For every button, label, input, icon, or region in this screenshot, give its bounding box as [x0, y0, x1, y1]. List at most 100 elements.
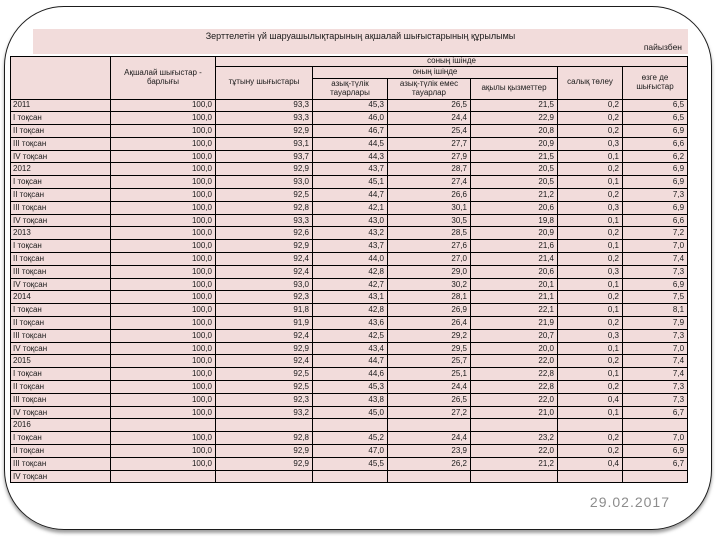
slide-date: 29.02.2017: [589, 494, 670, 510]
value-cell: [557, 469, 623, 484]
value-cell: 43,0: [312, 213, 388, 228]
value-cell: 100,0: [110, 124, 216, 138]
value-cell: 44,7: [312, 354, 388, 369]
value-cell: 92,4: [215, 354, 313, 369]
value-cell: 46,0: [312, 111, 388, 126]
value-cell: 20,9: [470, 226, 558, 241]
value-cell: [215, 469, 313, 484]
value-cell: 92,9: [215, 444, 313, 458]
value-cell: 20,6: [470, 264, 558, 279]
value-cell: 7,2: [621, 226, 689, 241]
value-cell: 43,1: [312, 290, 388, 305]
value-cell: 43,6: [312, 316, 388, 330]
value-cell: 26,2: [387, 456, 471, 471]
value-cell: 92,4: [215, 252, 313, 266]
value-cell: 8,1: [621, 303, 689, 318]
value-cell: 92,9: [215, 124, 313, 138]
year-row: 2016: [10, 418, 689, 433]
quarter-row: III тоқсан 100,0 92,9 45,5 26,2 21,2 0,4 6,7: [10, 456, 689, 471]
row-label: 2015: [10, 354, 111, 369]
value-cell: 43,7: [312, 162, 388, 177]
value-cell: 23,2: [470, 431, 558, 446]
value-cell: 100,0: [110, 341, 216, 356]
quarter-row: II тоқсан 100,0 92,9 47,0 23,9 22,0 0,2 6,9: [10, 444, 689, 458]
value-cell: 20,8: [470, 124, 558, 138]
value-cell: 100,0: [110, 226, 216, 241]
year-row: 2015 100,0 92,4 44,7 25,7 22,0 0,2 7,4: [10, 354, 689, 369]
value-cell: 21,9: [470, 316, 558, 330]
value-cell: 45,3: [312, 380, 388, 394]
value-cell: [110, 469, 216, 484]
value-cell: 21,4: [470, 252, 558, 266]
value-cell: [110, 418, 216, 433]
year-row: 2014 100,0 92,3 43,1 28,1 21,1 0,2 7,5: [10, 290, 689, 305]
value-cell: 92,3: [215, 290, 313, 305]
value-cell: 7,4: [621, 252, 689, 266]
value-cell: 91,8: [215, 303, 313, 318]
value-cell: 24,4: [387, 380, 471, 394]
corner-cell: [10, 56, 111, 100]
value-cell: 27,6: [387, 239, 471, 254]
value-cell: 100,0: [110, 149, 216, 164]
value-cell: 7,9: [621, 316, 689, 330]
value-cell: 92,9: [215, 456, 313, 471]
quarter-row: I тоқсан 100,0 92,5 44,6 25,1 22,8 0,1 7,4: [10, 367, 689, 382]
value-cell: [470, 418, 558, 433]
value-cell: 100,0: [110, 444, 216, 458]
row-label: III тоқсан: [10, 136, 111, 151]
page-title: Зерттелетін үй шаруашылықтарының ақшалай…: [205, 31, 516, 41]
value-cell: 0,1: [557, 405, 623, 420]
row-label: III тоқсан: [10, 200, 111, 215]
value-cell: 44,6: [312, 367, 388, 382]
quarter-row: IV тоқсан 100,0 93,3 43,0 30,5 19,8 0,1 6,6: [10, 213, 689, 228]
value-cell: 100,0: [110, 175, 216, 190]
value-cell: 100,0: [110, 213, 216, 228]
table-header: Ақшалай шығыстар - барлығы соның ішінде …: [10, 56, 689, 100]
value-cell: 30,5: [387, 213, 471, 228]
value-cell: 21,6: [470, 239, 558, 254]
value-cell: 44,5: [312, 136, 388, 151]
value-cell: 45,2: [312, 431, 388, 446]
quarter-row: IV тоқсан 100,0 92,9 43,4 29,5 20,0 0,1 7,0: [10, 341, 689, 356]
value-cell: 7,4: [621, 367, 689, 382]
year-row: 2012 100,0 92,9 43,7 28,7 20,5 0,2 6,9: [10, 162, 689, 177]
value-cell: 21,1: [470, 290, 558, 305]
row-label: I тоқсан: [10, 431, 111, 446]
slide-rounded-frame: [4, 6, 712, 530]
row-label: IV тоқсан: [10, 469, 111, 484]
value-cell: 100,0: [110, 456, 216, 471]
quarter-row: I тоқсан 100,0 93,0 45,1 27,4 20,5 0,1 6,9: [10, 175, 689, 190]
value-cell: 21,2: [470, 188, 558, 202]
value-cell: 100,0: [110, 405, 216, 420]
value-cell: 6,5: [621, 111, 689, 126]
value-cell: 93,2: [215, 405, 313, 420]
quarter-row: III тоқсан 100,0 92,4 42,8 29,0 20,6 0,3 7,3: [10, 264, 689, 279]
value-cell: 6,9: [621, 444, 689, 458]
value-cell: 100,0: [110, 264, 216, 279]
value-cell: 21,0: [470, 405, 558, 420]
row-label: III тоқсан: [10, 456, 111, 471]
value-cell: 42,8: [312, 303, 388, 318]
row-label: IV тоқсан: [10, 341, 111, 356]
row-label: IV тоқсан: [10, 405, 111, 420]
value-cell: 100,0: [110, 200, 216, 215]
row-label: IV тоқсан: [10, 149, 111, 164]
value-cell: [621, 418, 689, 433]
value-cell: 92,6: [215, 226, 313, 241]
value-cell: 6,5: [621, 98, 689, 113]
table-body: 2011 100,0 93,3 45,3 26,5 21,5 0,2 6,5 I тоқсан 1…: [10, 98, 689, 484]
value-cell: 22,0: [470, 444, 558, 458]
value-cell: 0,2: [557, 290, 623, 305]
title-block: Зерттелетін үй шаруашылықтарының ақшалай…: [33, 29, 688, 54]
row-label: II тоқсан: [10, 252, 111, 266]
quarter-row: III тоқсан 100,0 93,1 44,5 27,7 20,9 0,3 6,6: [10, 136, 689, 151]
value-cell: 0,4: [557, 392, 623, 407]
value-cell: 7,3: [621, 380, 689, 394]
value-cell: 29,2: [387, 328, 471, 343]
value-cell: 20,5: [470, 162, 558, 177]
value-cell: [557, 418, 623, 433]
value-cell: 92,8: [215, 431, 313, 446]
quarter-row: I тоқсан 100,0 92,8 45,2 24,4 23,2 0,2 7,0: [10, 431, 689, 446]
value-cell: 44,0: [312, 252, 388, 266]
quarter-row: III тоқсан 100,0 92,4 42,5 29,2 20,7 0,3 7,3: [10, 328, 689, 343]
